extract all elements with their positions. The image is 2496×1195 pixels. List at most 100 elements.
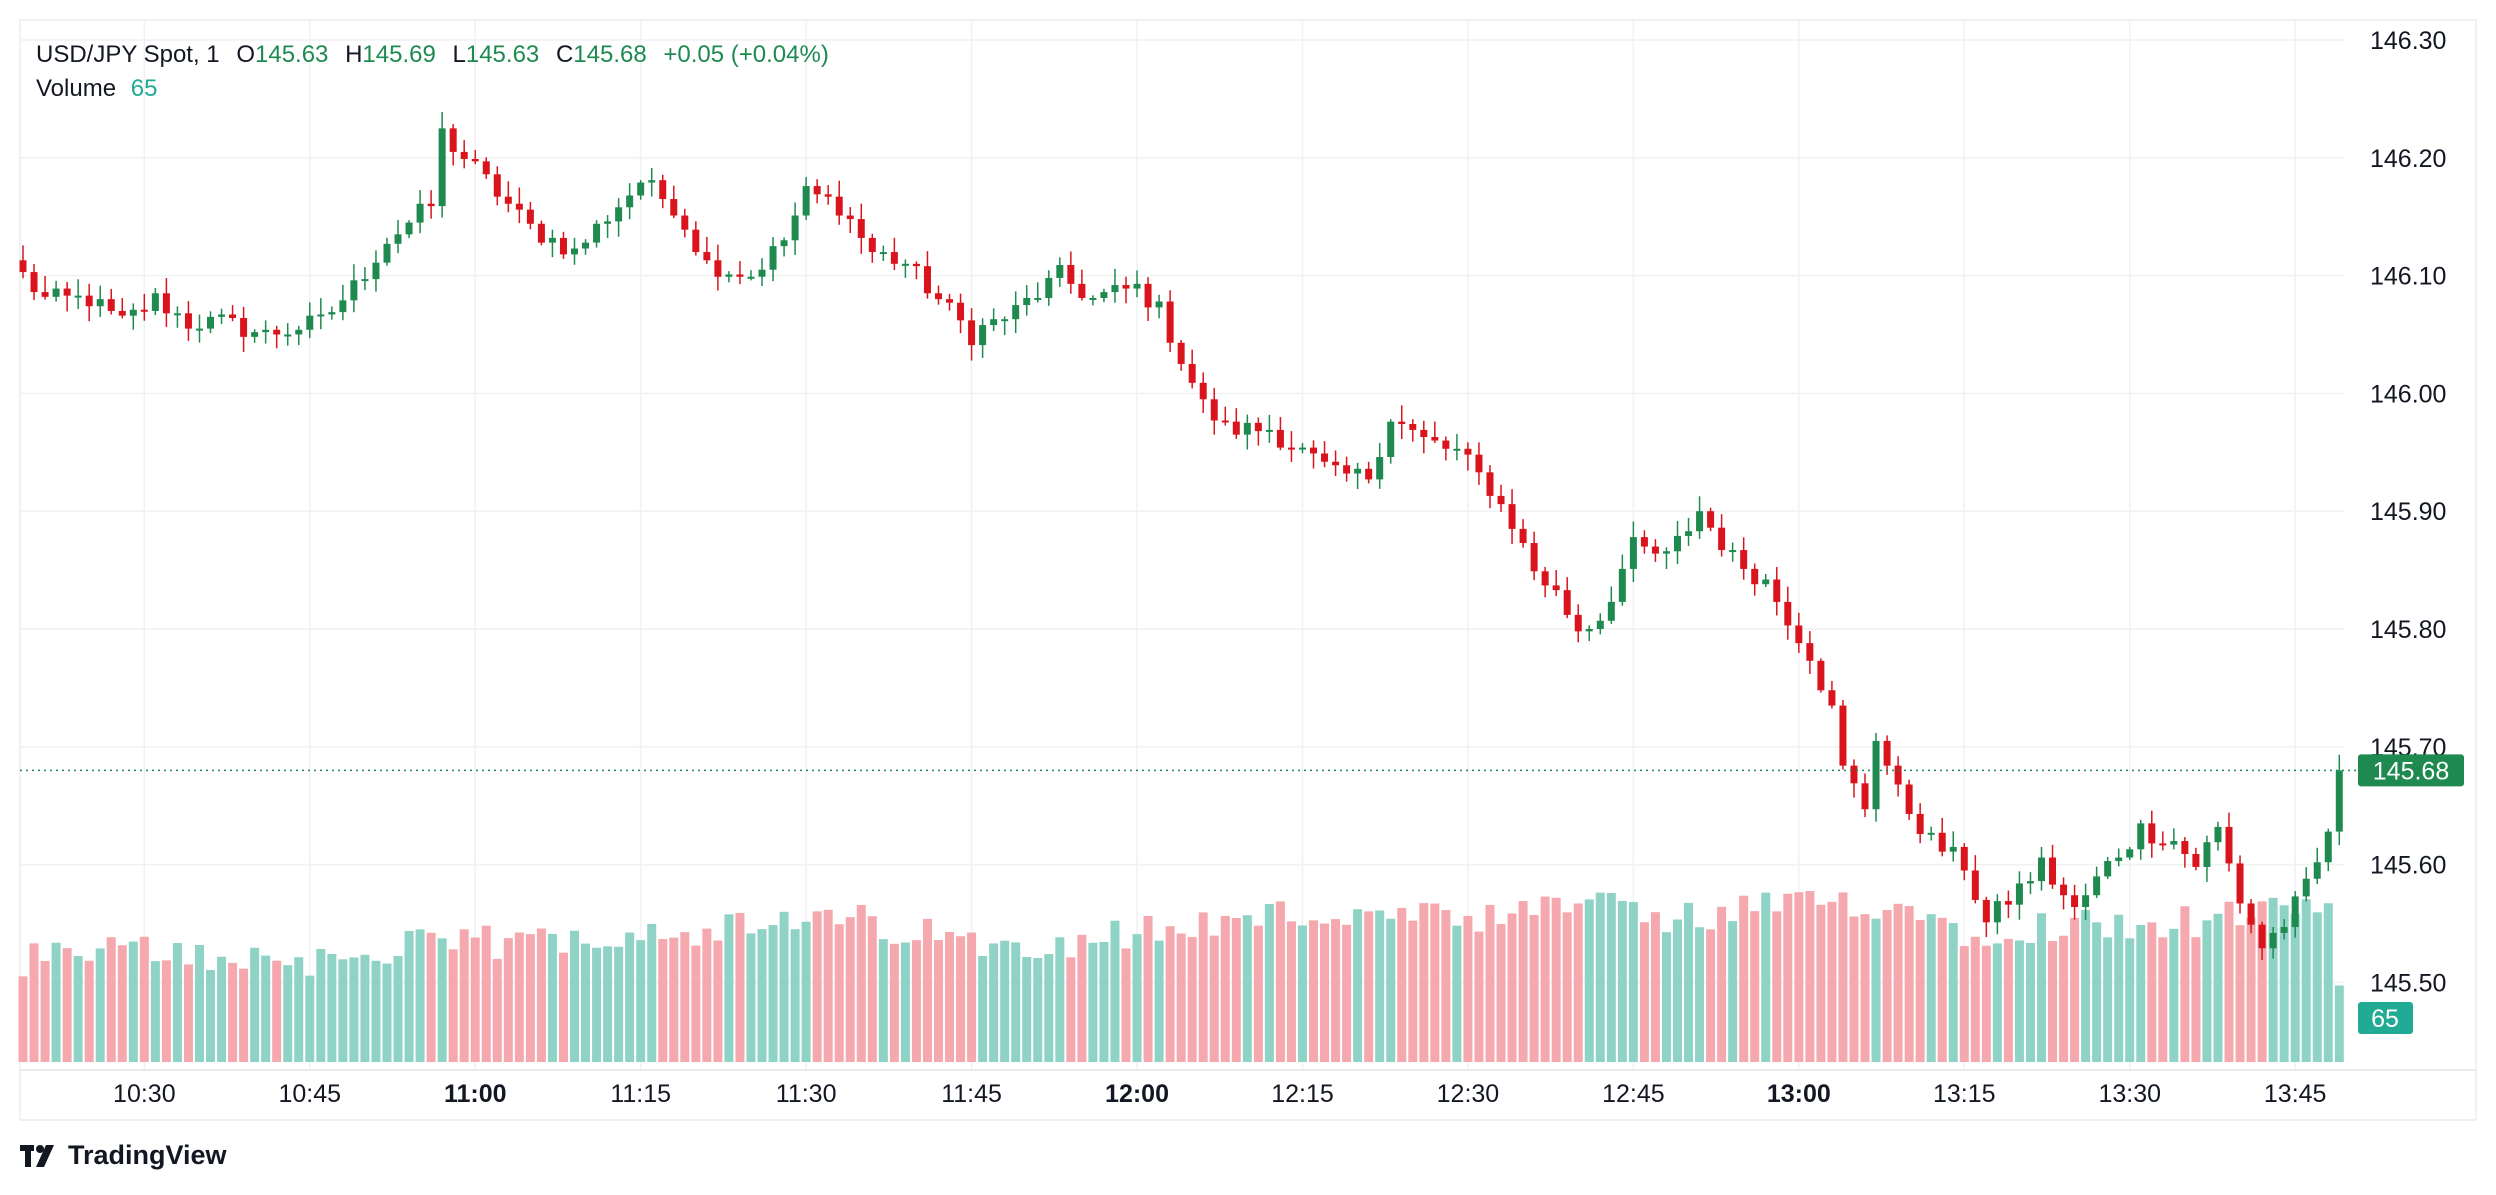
candle-body[interactable] [394,234,402,244]
candle-body[interactable] [990,319,998,326]
candle-body[interactable] [1563,590,1571,615]
candle-body[interactable] [405,222,413,235]
candle-body[interactable] [2082,895,2090,908]
candle-body[interactable] [1354,468,1362,474]
candle-body[interactable] [173,313,181,316]
candle-body[interactable] [2181,841,2189,854]
candle-body[interactable] [1420,429,1428,437]
candle-body[interactable] [151,293,159,311]
candle-body[interactable] [295,329,303,335]
candle-body[interactable] [725,274,733,277]
candle-body[interactable] [195,328,203,331]
candle-body[interactable] [758,269,766,277]
candle-body[interactable] [1784,601,1792,626]
candle-body[interactable] [1530,543,1538,572]
candle-body[interactable] [350,280,358,301]
candle-body[interactable] [1034,297,1042,300]
candle-body[interactable] [1376,457,1384,480]
candle-body[interactable] [1332,461,1340,466]
candle-body[interactable] [229,314,237,319]
candle-body[interactable] [1883,740,1891,766]
candle-body[interactable] [714,260,722,277]
candle-body[interactable] [615,207,623,222]
candle-body[interactable] [1431,436,1439,441]
candle-body[interactable] [1773,579,1781,602]
candle-body[interactable] [890,252,898,264]
candle-body[interactable] [493,174,501,197]
candle-body[interactable] [2203,842,2211,867]
candle-body[interactable] [1442,440,1450,449]
candle-body[interactable] [85,295,93,307]
candle-body[interactable] [923,266,931,294]
candle-body[interactable] [1916,813,1924,834]
candle-body[interactable] [626,195,634,208]
candle-body[interactable] [1144,283,1152,308]
candle-body[interactable] [1133,283,1141,289]
candle-body[interactable] [1475,454,1483,473]
candle-body[interactable] [2093,876,2101,896]
candle-body[interactable] [63,288,71,296]
candle-body[interactable] [1166,301,1174,343]
candle-body[interactable] [582,242,590,249]
candle-body[interactable] [1453,448,1461,451]
candle-body[interactable] [2137,823,2145,850]
candle-body[interactable] [2247,903,2255,925]
candle-body[interactable] [2324,831,2332,863]
candle-body[interactable] [482,161,490,175]
candle-body[interactable] [1552,585,1560,591]
candle-body[interactable] [2335,770,2343,832]
candle-body[interactable] [306,315,314,330]
candle-body[interactable] [2302,878,2310,897]
candle-body[interactable] [2214,826,2222,843]
candle-body[interactable] [1199,382,1207,400]
candle-body[interactable] [504,196,512,204]
candle-body[interactable] [2225,826,2233,864]
candle-body[interactable] [107,299,115,311]
candle-body[interactable] [1651,546,1659,554]
candle-body[interactable] [383,243,391,263]
candle-body[interactable] [19,260,27,273]
candle-body[interactable] [648,180,656,183]
candle-body[interactable] [1243,422,1251,435]
candle-body[interactable] [2192,853,2200,867]
candle-body[interactable] [979,325,987,346]
candle-body[interactable] [1111,285,1119,293]
candle-body[interactable] [162,293,170,314]
candle-body[interactable] [1321,453,1329,462]
candle-body[interactable] [1949,846,1957,852]
candle-body[interactable] [1618,568,1626,602]
candle-body[interactable] [912,263,920,267]
candle-body[interactable] [251,332,259,337]
candle-body[interactable] [703,252,711,261]
candle-body[interactable] [96,299,104,307]
candle-body[interactable] [361,279,369,282]
candle-body[interactable] [2037,857,2045,882]
candle-body[interactable] [1045,277,1053,298]
candle-body[interactable] [769,246,777,270]
candle-body[interactable] [2104,861,2112,877]
candle-body[interactable] [2313,862,2321,879]
candle-body[interactable] [1817,660,1825,691]
candle-body[interactable] [2004,901,2012,905]
candle-body[interactable] [1210,399,1218,421]
candle-body[interactable] [1188,363,1196,383]
tradingview-logo[interactable]: TradingView [20,1140,227,1171]
candle-body[interactable] [1464,448,1472,455]
candle-body[interactable] [1089,297,1097,300]
candle-body[interactable] [1905,784,1913,814]
candle-body[interactable] [1938,832,1946,852]
candle-body[interactable] [1960,846,1968,871]
candle-body[interactable] [1839,705,1847,766]
candle-body[interactable] [559,237,567,255]
candle-body[interactable] [1497,495,1505,505]
candle-body[interactable] [2159,843,2167,846]
candle-body[interactable] [2148,823,2156,844]
candle-body[interactable] [1023,297,1031,306]
candle-body[interactable] [1387,421,1395,458]
candle-body[interactable] [41,292,49,297]
candle-body[interactable] [1696,511,1704,532]
symbol-label[interactable]: USD/JPY Spot, 1 [36,41,220,68]
candle-body[interactable] [284,334,292,337]
volume-label[interactable]: Volume [36,75,117,102]
